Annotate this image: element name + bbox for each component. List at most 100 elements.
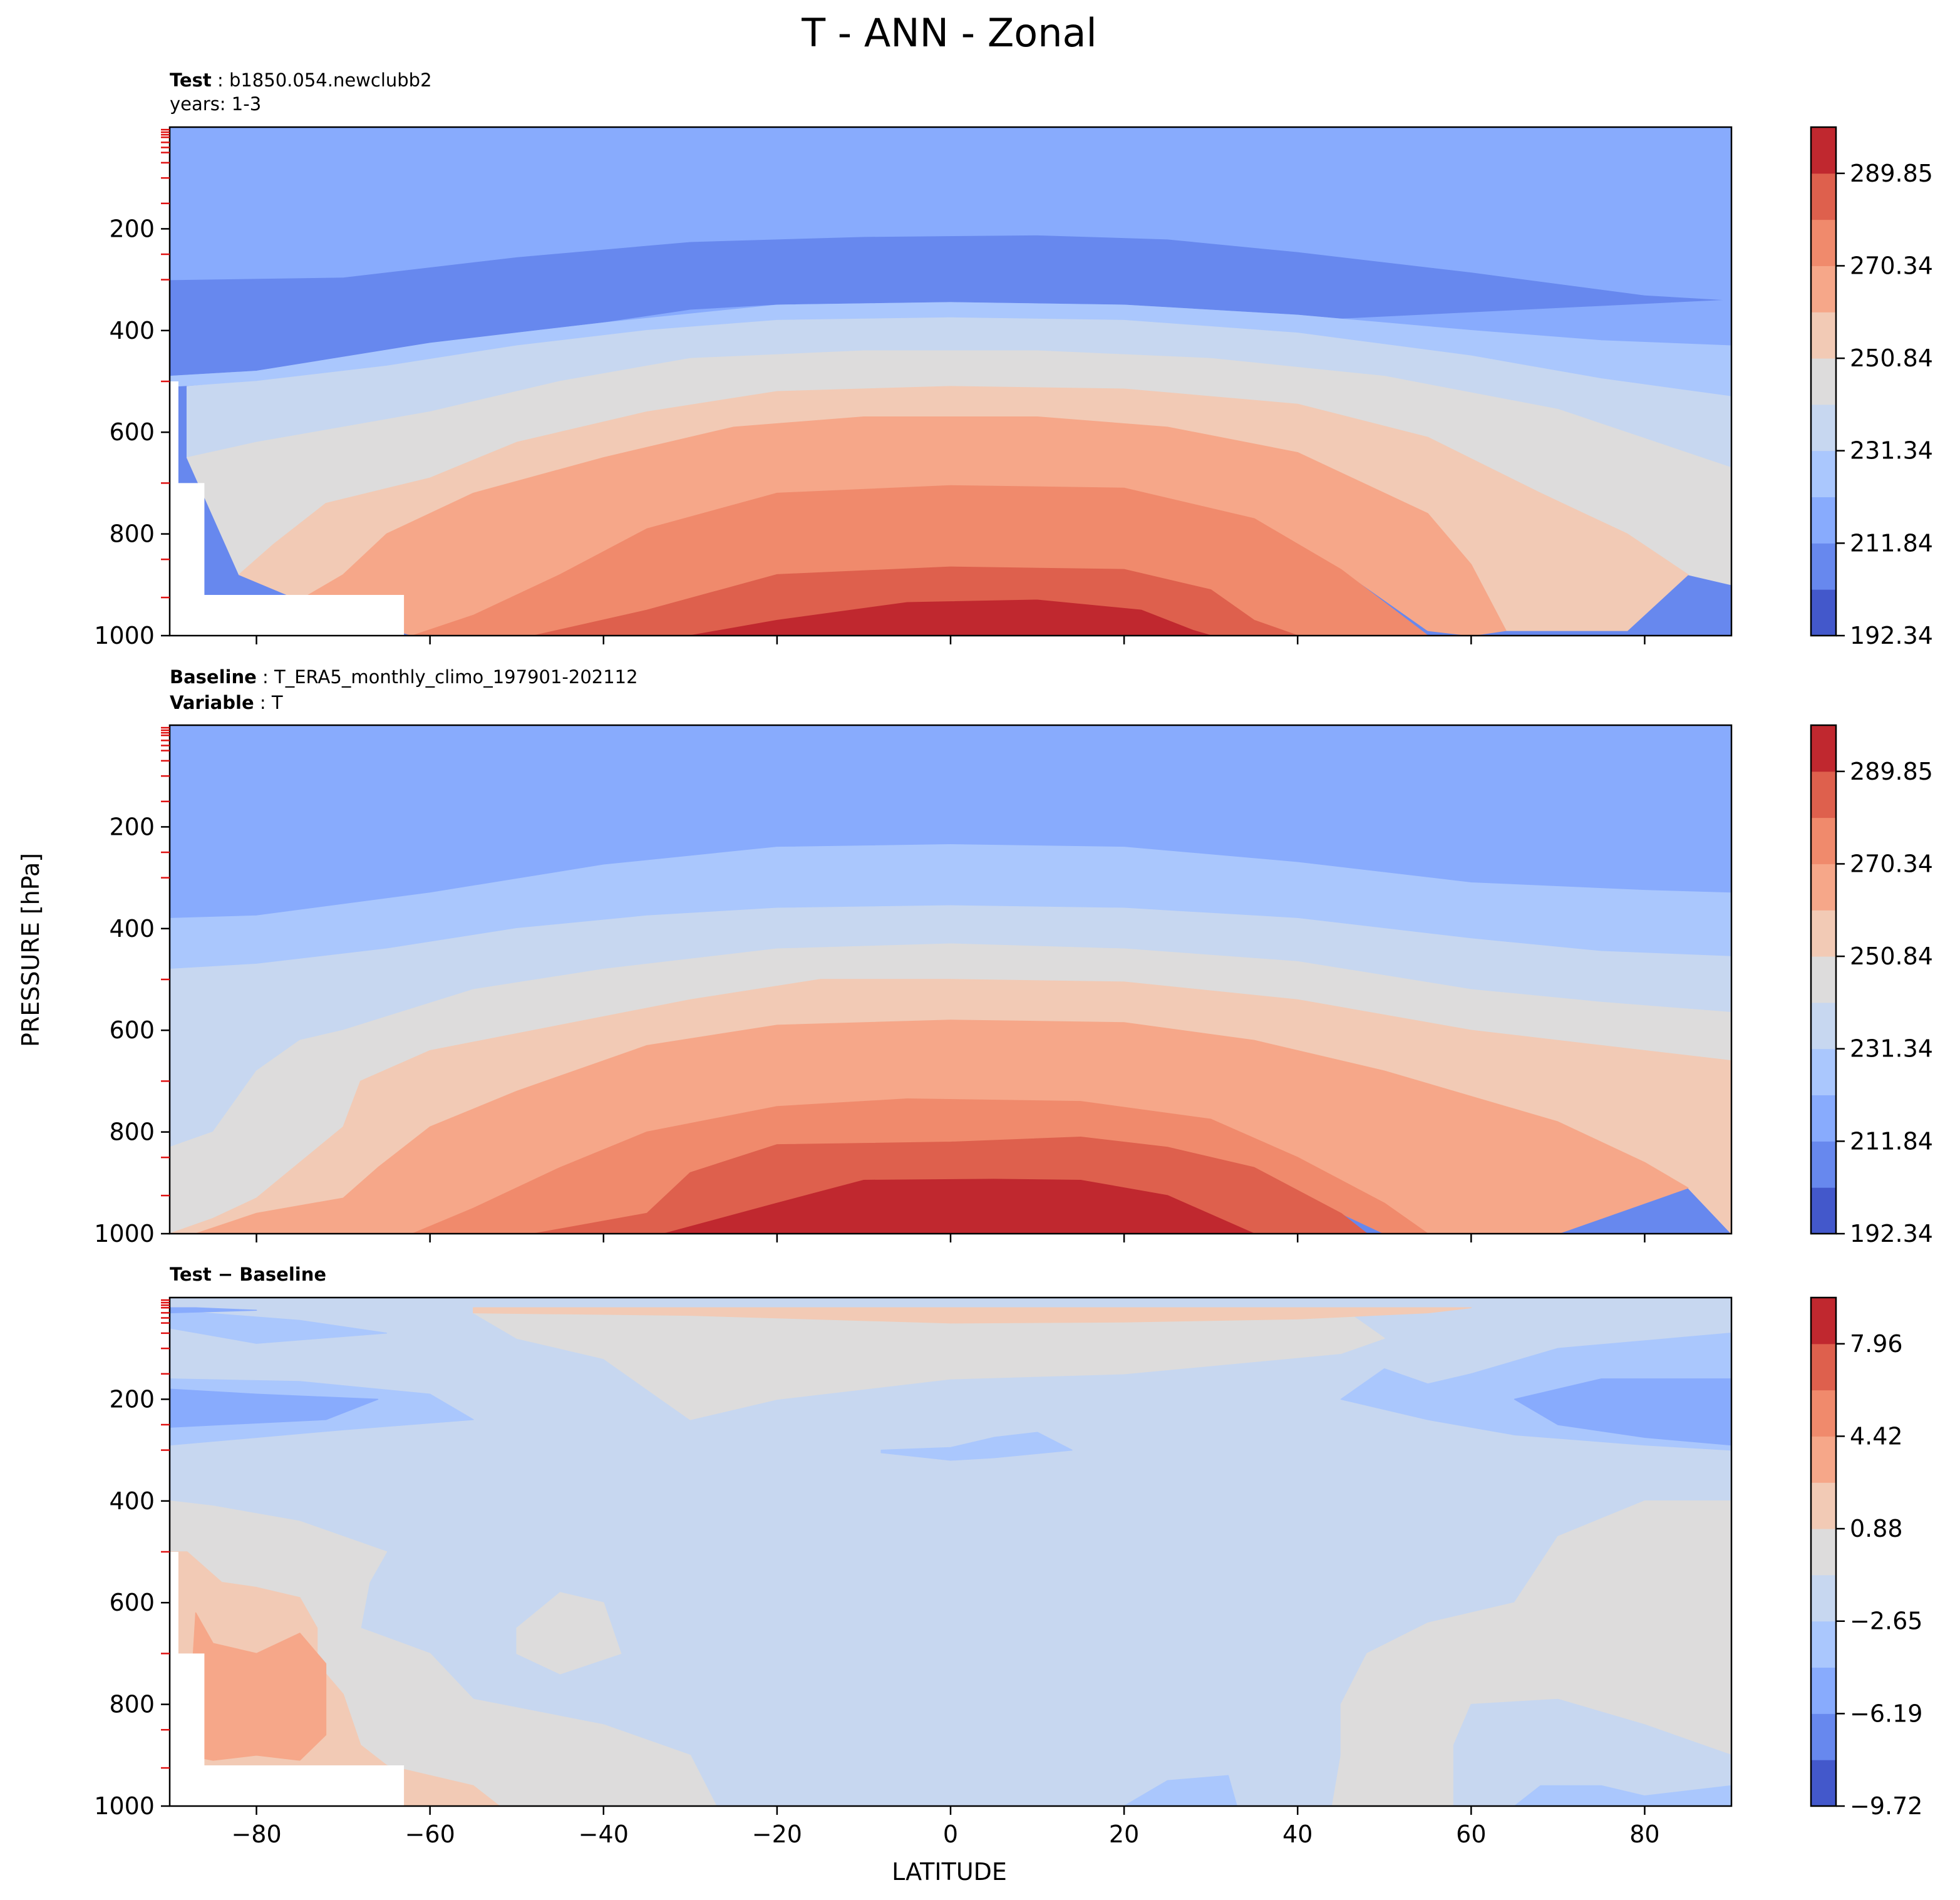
colorbar-tick-label: 192.34: [1850, 1220, 1933, 1247]
contour-band: [1514, 1785, 1731, 1806]
colorbar-segment: [1811, 1760, 1836, 1807]
x-axis-label: LATITUDE: [892, 1858, 1007, 1886]
x-tick-label: −80: [231, 1820, 281, 1848]
colorbar-segment: [1811, 1713, 1836, 1760]
colorbar-segment: [1811, 1095, 1836, 1142]
colorbar-tick-label: −9.72: [1850, 1792, 1922, 1820]
contour-field: [170, 725, 1731, 1234]
y-tick-label: 1000: [94, 622, 155, 649]
contour-band: [664, 1179, 1255, 1234]
contour-band: [170, 137, 1731, 377]
colorbar-segment: [1811, 1187, 1836, 1234]
topography-mask: [170, 1552, 405, 1806]
colorbar-segment: [1811, 266, 1836, 312]
colorbar-tick-label: 250.84: [1850, 344, 1933, 372]
colorbar-tick-label: 289.85: [1850, 160, 1933, 187]
colorbar-segment: [1811, 1298, 1836, 1345]
panel-header-segment: : T_ERA5_monthly_climo_197901-202112: [257, 666, 638, 688]
colorbar-frame: [1810, 724, 1837, 1235]
contour-field: [170, 127, 1731, 636]
topography-mask: [170, 381, 405, 636]
y-tick-label: 800: [109, 1118, 155, 1146]
colorbar-tick-label: 270.34: [1850, 850, 1933, 877]
contour-band: [170, 1388, 379, 1428]
colorbar-segment: [1811, 1574, 1836, 1622]
contour-band: [170, 725, 1731, 736]
contour-band: [1514, 1378, 1731, 1446]
y-tick-label: 800: [109, 520, 155, 548]
colorbar-segment: [1811, 725, 1836, 772]
colorbar-segment: [1811, 497, 1836, 544]
colorbar-segment: [1811, 1529, 1836, 1576]
panel-header-line: Variable : T: [170, 692, 283, 713]
colorbar-tick-label: 0.88: [1850, 1515, 1903, 1542]
y-tick-label: 600: [109, 1016, 155, 1044]
colorbar-segment: [1811, 817, 1836, 864]
panel-header-segment: years: 1-3: [170, 93, 261, 115]
contour-band: [880, 1432, 1073, 1461]
y-axis-label: PRESSURE [hPa]: [17, 853, 44, 1047]
figure-title: T - ANN - Zonal: [801, 10, 1097, 56]
colorbar-segment: [1811, 1390, 1836, 1437]
colorbar-tick-label: −6.19: [1850, 1700, 1922, 1727]
colorbar-segment: [1811, 1667, 1836, 1714]
colorbar-segment: [1811, 910, 1836, 957]
colorbar-segment: [1811, 219, 1836, 266]
colorbar-tick-label: 250.84: [1850, 942, 1933, 970]
panel-header-segment: Variable: [170, 692, 254, 713]
y-tick-label: 800: [109, 1691, 155, 1718]
colorbar-segment: [1811, 358, 1836, 405]
x-tick-label: −40: [579, 1820, 629, 1848]
colorbar-segment: [1811, 1436, 1836, 1483]
colorbar-segment: [1811, 589, 1836, 636]
panel-header-line: Baseline : T_ERA5_monthly_climo_197901-2…: [170, 666, 638, 688]
panel-header-line: Test : b1850.054.newclubb2: [170, 70, 432, 91]
colorbar-frame: [1810, 126, 1837, 637]
contour-band: [1123, 1775, 1237, 1806]
panel-baseline: Baseline : T_ERA5_monthly_climo_197901-2…: [94, 666, 1933, 1247]
y-tick-label: 1000: [94, 1220, 155, 1247]
colorbar-segment: [1811, 127, 1836, 174]
y-tick-label: 400: [109, 1487, 155, 1515]
colorbar-segment: [1811, 1141, 1836, 1188]
contour-band: [1453, 1698, 1731, 1806]
x-tick-label: 40: [1282, 1820, 1313, 1848]
colorbar-tick-label: 7.96: [1850, 1330, 1903, 1358]
colorbar-tick-label: 231.34: [1850, 1035, 1933, 1063]
x-tick-label: −20: [752, 1820, 802, 1848]
x-tick-label: 60: [1456, 1820, 1486, 1848]
y-tick-label: 1000: [94, 1792, 155, 1820]
y-tick-label: 600: [109, 1589, 155, 1616]
colorbar-segment: [1811, 173, 1836, 220]
contour-band: [473, 1307, 1472, 1324]
y-tick-label: 200: [109, 215, 155, 242]
x-tick-label: −60: [405, 1820, 455, 1848]
colorbar-segment: [1811, 450, 1836, 498]
colorbar-tick-label: 270.34: [1850, 252, 1933, 279]
contour-band: [516, 1592, 622, 1675]
contour-band: [170, 1307, 388, 1344]
colorbar-segment: [1811, 1482, 1836, 1529]
panel-header-segment: Baseline: [170, 666, 257, 688]
panel-header-segment: Test: [170, 70, 212, 91]
y-tick-label: 400: [109, 915, 155, 942]
y-tick-label: 200: [109, 813, 155, 840]
colorbar-tick-label: 192.34: [1850, 622, 1933, 649]
colorbar-segment: [1811, 1002, 1836, 1050]
colorbar-segment: [1811, 1621, 1836, 1668]
colorbar-segment: [1811, 864, 1836, 911]
colorbar-segment: [1811, 1048, 1836, 1096]
colorbar-segment: [1811, 956, 1836, 1003]
y-tick-label: 400: [109, 317, 155, 344]
colorbar-frame: [1810, 1296, 1837, 1807]
contour-band: [170, 127, 1731, 138]
x-tick-label: 80: [1629, 1820, 1659, 1848]
y-tick-label: 200: [109, 1385, 155, 1413]
y-tick-label: 600: [109, 418, 155, 446]
colorbar-segment: [1811, 312, 1836, 359]
panel-header-segment: : T: [254, 692, 283, 713]
